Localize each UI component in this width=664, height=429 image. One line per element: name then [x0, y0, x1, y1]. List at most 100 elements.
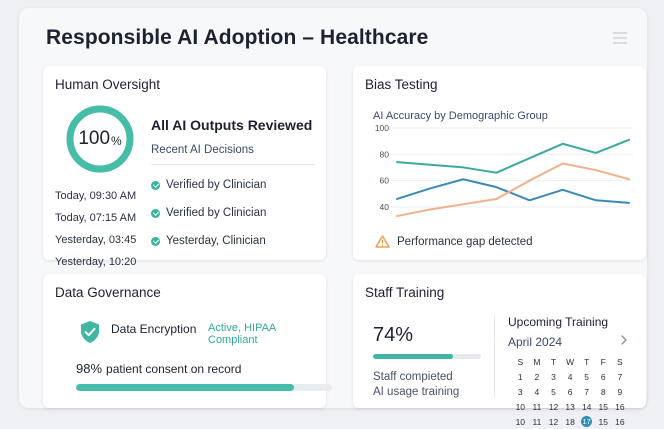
performance-warning: Performance gap detected	[375, 235, 533, 248]
card-title: Data Governance	[55, 285, 161, 300]
calendar-day[interactable]: 11	[532, 401, 542, 412]
calendar-weekday: F	[600, 356, 606, 367]
decision-time: Today, 09:30 AM	[55, 190, 137, 202]
calendar-day[interactable]: 14	[581, 401, 592, 412]
consent-stat: 98% patient consent on record	[76, 361, 241, 376]
series-line-3	[396, 162, 630, 218]
consent-value: 98%	[76, 361, 103, 376]
calendar-weekday: T	[584, 356, 590, 367]
decision-label: Verified by Clinician	[166, 207, 267, 219]
calendar-day[interactable]: 3	[551, 371, 556, 382]
consent-progress-bar	[76, 384, 332, 391]
card-title: Staff Training	[365, 285, 445, 300]
calendar-day[interactable]: 2	[534, 371, 540, 382]
shield-check-icon	[81, 321, 99, 343]
warning-icon	[375, 235, 390, 248]
encryption-status: Active, HIPAA Compliant	[208, 322, 276, 346]
training-progress-fill	[373, 354, 453, 359]
ring-number: 100	[78, 128, 111, 149]
calendar-day[interactable]: 9	[617, 386, 623, 397]
calendar-day[interactable]: 7	[584, 386, 590, 397]
y-tick-label: 80	[380, 149, 390, 159]
ring-progress	[66, 105, 134, 173]
calendar-day[interactable]: 4	[534, 386, 540, 397]
decision-times: Today, 09:30 AM Today, 07:15 AM Yesterda…	[55, 189, 136, 277]
calendar-day[interactable]: 10	[515, 416, 526, 427]
calendar-day[interactable]: 4	[567, 371, 573, 382]
calendar-week-row: 10 11 12 18 17 15 16	[512, 414, 628, 429]
series-line-2	[396, 178, 630, 204]
calendar-day[interactable]: 3	[517, 386, 523, 397]
calendar-day[interactable]: 8	[600, 386, 606, 397]
upcoming-training-title: Upcoming Training	[508, 315, 609, 329]
calendar-weekday: W	[566, 356, 575, 367]
calendar-day[interactable]: 16	[615, 401, 625, 412]
check-icon	[151, 208, 160, 218]
encryption-label: Data Encryption	[111, 322, 197, 336]
decision-time: Today, 07:15 AM	[55, 212, 137, 224]
list-item[interactable]: Verified by Clinician	[151, 199, 266, 227]
calendar-month: April 2024	[508, 335, 563, 349]
calendar-weekday: M	[533, 356, 541, 367]
calendar: S M T W T F S 1 2 3 4 5 6 7 3 4 5 6 7 8 9 10 11 12 13 14 15 16 10 11 1…	[512, 354, 628, 429]
training-label: Staff compieted AI usage training	[373, 370, 459, 400]
calendar-day[interactable]: 6	[600, 371, 606, 382]
decision-time: Yesterday, 03:45	[55, 234, 137, 246]
warning-text: Performance gap detected	[397, 235, 533, 248]
list-item[interactable]: Verified by Clinician	[151, 171, 266, 199]
training-label-line: AI usage training	[373, 386, 460, 398]
ring-value: 100%	[65, 104, 135, 174]
calendar-day[interactable]: 5	[551, 386, 556, 397]
chevron-right-icon[interactable]	[619, 334, 629, 346]
calendar-day[interactable]: 12	[548, 416, 559, 427]
decision-list: Verified by Clinician Verified by Clinic…	[151, 171, 266, 255]
calendar-day[interactable]: 18	[565, 416, 575, 427]
y-tick-label: 60	[380, 176, 390, 186]
decision-label: Yesterday, Clinician	[166, 235, 266, 247]
series-line-1	[396, 138, 630, 174]
human-oversight-card: Human Oversight 100% All AI Outputs Revi…	[43, 66, 326, 268]
calendar-day[interactable]: 5	[584, 371, 590, 382]
divider	[494, 316, 495, 398]
calendar-weekday: S	[517, 356, 524, 367]
y-tick-label: 40	[380, 202, 390, 212]
staff-training-card: Staff Training 74% Staff compieted AI us…	[353, 274, 646, 427]
menu-icon[interactable]	[613, 32, 627, 44]
calendar-day[interactable]: 15	[598, 401, 608, 412]
calendar-weekday: S	[617, 356, 623, 367]
recent-decisions-title[interactable]: Recent AI Decisions	[151, 144, 254, 156]
calendar-day[interactable]: 10	[515, 401, 526, 412]
consent-text: patient consent on record	[106, 362, 242, 376]
ring-unit: %	[111, 134, 122, 148]
calendar-day[interactable]: 1	[517, 371, 523, 382]
calendar-day[interactable]: 11	[532, 416, 542, 427]
calendar-day[interactable]: 6	[567, 386, 573, 397]
calendar-day[interactable]: 16	[615, 416, 625, 427]
list-item[interactable]: Yesterday, Clinician	[151, 227, 266, 255]
oversight-headline: All AI Outputs Reviewed	[151, 117, 313, 133]
calendar-day[interactable]: 12	[548, 401, 559, 412]
calendar-day-selected[interactable]: 17	[581, 416, 593, 427]
page-title: Responsible AI Adoption – Healthcare	[46, 26, 429, 49]
calendar-week-row: 10 11 12 13 14 15 16	[512, 399, 628, 414]
calendar-weekday: T	[550, 356, 557, 367]
decision-time: Yesterday, 10:20	[55, 256, 137, 268]
accuracy-line-chart: 40 60 80 100	[375, 123, 633, 218]
data-governance-card: Data Governance Data Encryption Active, …	[43, 274, 332, 408]
card-title: Bias Testing	[365, 77, 438, 92]
bias-testing-card: Bias Testing AI Accuracy by Demographic …	[353, 66, 646, 260]
calendar-day[interactable]: 13	[565, 401, 575, 412]
dashboard: Responsible AI Adoption – Healthcare Hum…	[19, 8, 647, 427]
calendar-day[interactable]: 7	[617, 371, 623, 382]
divider	[151, 164, 315, 165]
chart-title: AI Accuracy by Demographic Group	[373, 110, 548, 122]
training-progress-bar	[373, 354, 481, 359]
decision-label: Verified by Clinician	[166, 179, 267, 191]
calendar-day[interactable]: 15	[598, 416, 608, 427]
training-percent: 74%	[373, 324, 414, 346]
oversight-ring-chart	[66, 105, 134, 173]
y-tick-label: 100	[375, 123, 389, 133]
